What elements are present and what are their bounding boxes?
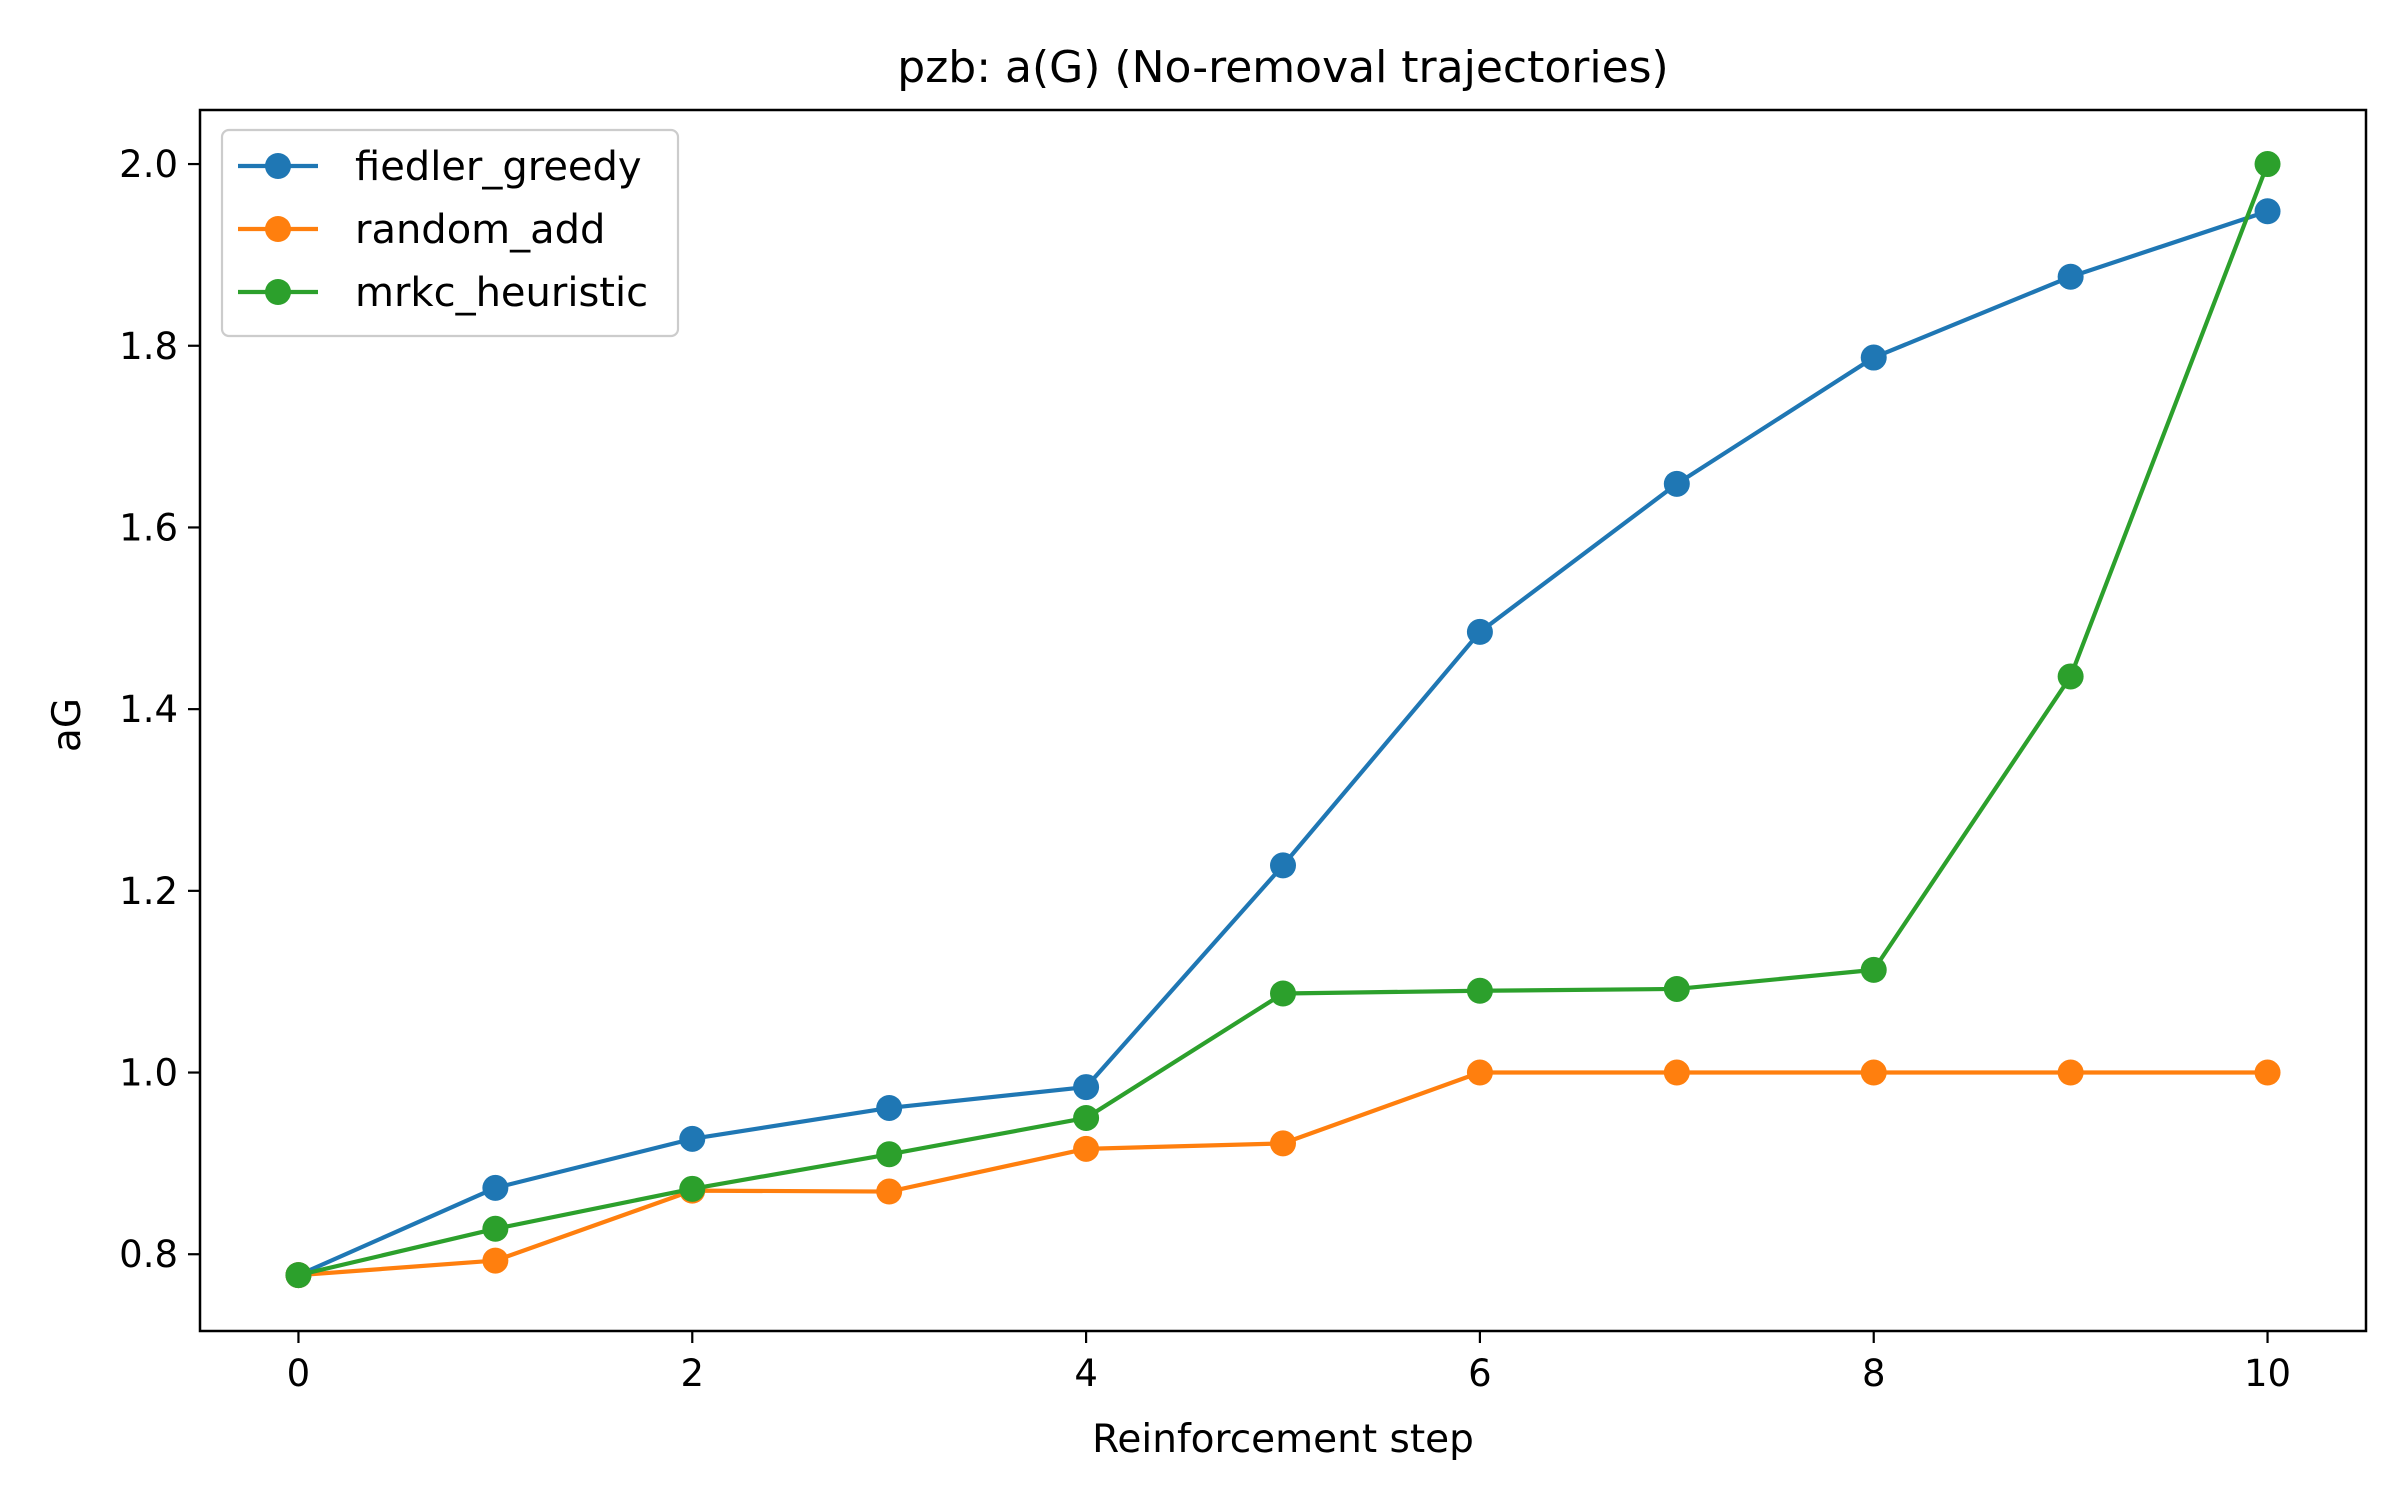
data-point: [482, 1247, 509, 1274]
data-point: [1073, 1074, 1100, 1101]
data-point: [2254, 1059, 2281, 1086]
data-point: [2254, 151, 2281, 178]
y-tick-label: 1.2: [119, 870, 178, 913]
legend-item: random_add: [238, 207, 605, 253]
data-point: [2057, 263, 2084, 290]
y-tick-label: 1.4: [119, 688, 178, 731]
data-point: [2057, 1059, 2084, 1086]
legend: fiedler_greedy random_add mrkc_heuristic: [220, 128, 680, 338]
data-point: [2254, 198, 2281, 225]
plot-series: [285, 151, 2281, 1289]
x-tick-label: 10: [2244, 1352, 2291, 1395]
legend-item: fiedler_greedy: [238, 144, 642, 190]
data-point: [1860, 956, 1887, 983]
x-tick-label: 6: [1468, 1352, 1492, 1395]
legend-marker: [265, 279, 291, 305]
y-axis-label: aG: [45, 698, 90, 752]
legend-label: random_add: [355, 207, 605, 253]
axis-ticks: 0 2 4 6 8 10 0.8 1.0 1.2 1.4 1.6 1.8 2.0: [119, 143, 2291, 1395]
data-point: [2057, 663, 2084, 690]
x-axis-label: Reinforcement step: [1092, 1417, 1474, 1462]
data-point: [1860, 344, 1887, 371]
legend-box: [220, 128, 680, 338]
data-point: [482, 1215, 509, 1242]
data-point: [679, 1125, 706, 1152]
data-point: [285, 1262, 312, 1289]
data-point: [1466, 1059, 1493, 1086]
data-point: [1270, 852, 1296, 879]
legend-marker: [265, 153, 291, 179]
data-point: [1466, 977, 1493, 1004]
series-mrkc-heuristic: [285, 151, 2281, 1289]
data-point: [1860, 1059, 1887, 1086]
data-point: [876, 1094, 903, 1121]
legend-label: mrkc_heuristic: [355, 270, 648, 316]
y-tick-label: 0.8: [119, 1233, 178, 1276]
data-point: [1466, 618, 1493, 645]
y-tick-label: 1.8: [119, 325, 178, 368]
data-point: [876, 1141, 903, 1168]
data-point: [482, 1174, 509, 1201]
x-tick-label: 8: [1862, 1352, 1886, 1395]
data-point: [1270, 1130, 1296, 1157]
y-tick-label: 1.0: [119, 1052, 178, 1095]
plot-frame: [198, 108, 2368, 1333]
y-tick-label: 2.0: [119, 143, 178, 186]
data-point: [1663, 1059, 1690, 1086]
data-point: [1073, 1104, 1100, 1131]
y-tick-label: 1.6: [119, 506, 178, 549]
legend-marker: [265, 216, 291, 242]
chart-title: pzb: a(G) (No-removal trajectories): [897, 42, 1668, 93]
data-point: [1663, 470, 1690, 497]
x-tick-label: 4: [1074, 1352, 1098, 1395]
x-tick-label: 0: [287, 1352, 311, 1395]
data-point: [1270, 980, 1296, 1007]
legend-item: mrkc_heuristic: [238, 270, 648, 316]
data-point: [679, 1175, 706, 1202]
data-point: [876, 1178, 903, 1205]
x-tick-label: 2: [680, 1352, 704, 1395]
data-point: [1073, 1135, 1100, 1162]
legend-label: fiedler_greedy: [355, 144, 642, 190]
data-point: [1663, 975, 1690, 1002]
